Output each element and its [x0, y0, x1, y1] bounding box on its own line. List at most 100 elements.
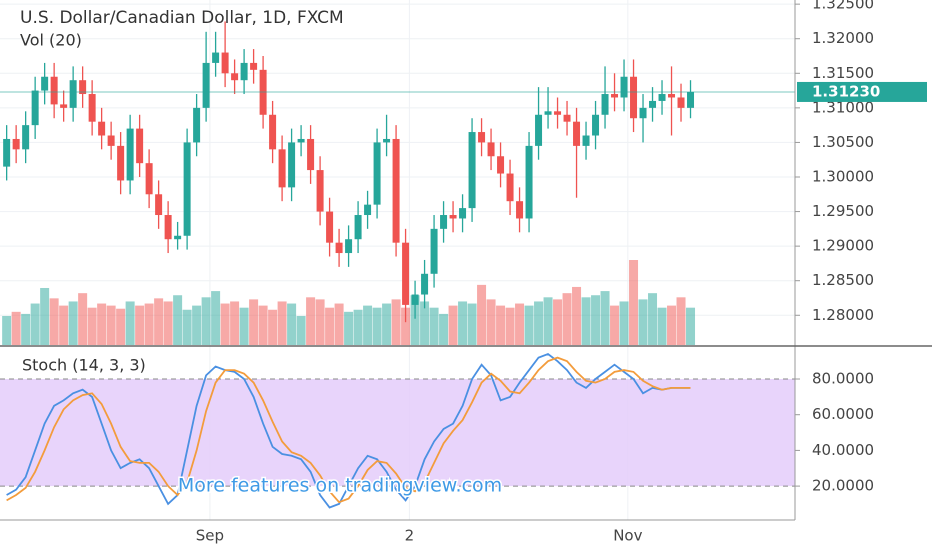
volume-bar [268, 309, 278, 345]
volume-bar [610, 305, 620, 345]
volume-bar [296, 315, 306, 345]
volume-label: Vol (20) [20, 31, 82, 50]
volume-bar [21, 313, 31, 345]
grid-layer [0, 0, 800, 520]
candle-body [240, 62, 248, 81]
y-tick-label: 1.31000 [812, 98, 874, 116]
volume-bar [49, 298, 59, 345]
candle-body [288, 142, 296, 188]
candle-body [592, 114, 600, 136]
y-tick-label: 1.30500 [812, 133, 874, 151]
volume-bar [420, 301, 430, 345]
candle-body [31, 90, 39, 126]
volume-bar [116, 308, 126, 345]
volume-bar [106, 305, 116, 345]
watermark: More features on tradingview.com [178, 475, 502, 497]
candle-body [174, 235, 182, 240]
volume-bar [325, 307, 335, 345]
volume-bar [619, 301, 629, 345]
candle-body [345, 239, 353, 254]
candle-body [41, 76, 49, 91]
volume-bar [239, 307, 249, 345]
y-tick-label: 60.0000 [812, 405, 874, 423]
volume-bar [315, 299, 325, 345]
candle-body [297, 138, 305, 143]
candle-body [117, 145, 125, 181]
candle-body [79, 80, 87, 95]
volume-bar [410, 295, 420, 345]
x-tick-label: 2 [405, 527, 415, 545]
candle-body [525, 145, 533, 219]
volume-bar [201, 297, 211, 345]
candle-body [430, 228, 438, 274]
candle-body [487, 142, 495, 157]
candle-body [478, 132, 486, 143]
volume-bar [87, 307, 97, 345]
volume-bar [154, 298, 164, 345]
volume-bar [600, 291, 610, 345]
candle-body [459, 208, 467, 219]
volume-bar [401, 307, 411, 345]
volume-bar [173, 295, 183, 345]
candle-body [449, 215, 457, 219]
volume-bar [306, 297, 316, 345]
stoch-band [0, 379, 795, 487]
stoch-line [6, 352, 691, 509]
volume-bar [429, 307, 439, 345]
candle-body [269, 114, 277, 150]
volume-bar [591, 295, 601, 345]
x-tick-label: Sep [196, 527, 224, 545]
candle-body [383, 138, 391, 143]
candle-body [392, 138, 400, 243]
volume-bar [458, 301, 468, 345]
candle-body [649, 100, 657, 108]
volume-bar [372, 307, 382, 345]
candle-body [98, 121, 106, 136]
candle-body [373, 142, 381, 205]
y-tick-label: 80.0000 [812, 370, 874, 388]
volume-bar [78, 293, 88, 345]
volume-bar [382, 303, 392, 345]
candle-body [687, 91, 695, 108]
candle-body [411, 294, 419, 305]
candle-body [630, 76, 638, 119]
candle-body [278, 149, 286, 188]
volume-bar [59, 305, 69, 345]
y-tick-label: 1.29500 [812, 202, 874, 220]
candle-body [231, 73, 239, 81]
volume-bar [211, 291, 221, 345]
candle-body [250, 62, 258, 70]
volume-bar [220, 303, 230, 345]
candle-body [164, 215, 172, 240]
volume-bar [2, 315, 12, 345]
candle-body [364, 204, 372, 216]
y-tick-label: 1.29000 [812, 237, 874, 255]
candle-body [354, 215, 362, 240]
last-price-label: 1.31230 [812, 82, 880, 100]
volume-bar [553, 299, 563, 345]
volume-bar [667, 305, 677, 345]
volume-bar [249, 299, 259, 345]
volume-bar [572, 286, 582, 345]
candle-body [212, 52, 220, 63]
candle-body [601, 94, 609, 115]
volume-bar [344, 311, 354, 345]
candle-body [12, 138, 20, 150]
volume-bar [581, 297, 591, 345]
candle-body [402, 242, 410, 305]
volume-bar [287, 303, 297, 345]
y-tick-label: 1.32000 [812, 29, 874, 47]
volume-bar [125, 301, 135, 345]
volume-bar [505, 307, 515, 345]
volume-bar [562, 293, 572, 345]
volume-bar [353, 309, 363, 345]
text-layer: U.S. Dollar/Canadian Dollar, 1D, FXCM Vo… [20, 0, 927, 545]
y-tick-label: 1.31500 [812, 64, 874, 82]
volume-bar [391, 299, 401, 345]
stoch-label: Stoch (14, 3, 3) [22, 356, 146, 375]
volume-bar [467, 303, 477, 345]
y-tick-label: 20.0000 [812, 477, 874, 495]
candle-body [611, 94, 619, 98]
volume-bar [515, 303, 525, 345]
candle-body [516, 201, 524, 219]
